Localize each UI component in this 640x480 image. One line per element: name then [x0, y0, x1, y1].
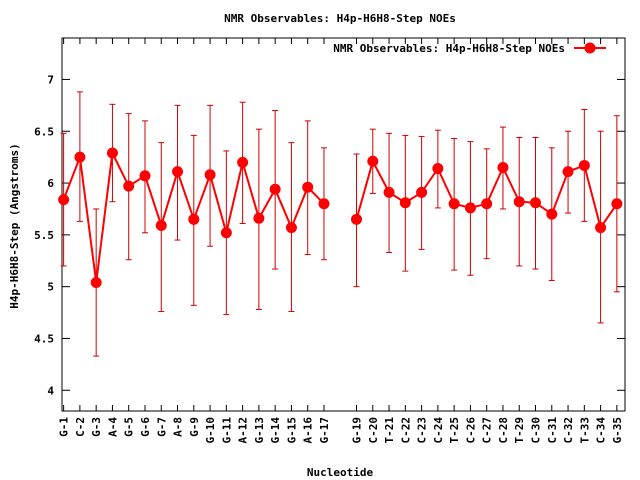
x-tick-label: A-12: [237, 417, 250, 444]
data-point: [285, 222, 297, 234]
x-tick-label: G-6: [139, 417, 152, 437]
data-point: [269, 183, 281, 195]
x-tick-label: C-27: [481, 417, 494, 444]
data-point: [546, 208, 558, 220]
y-tick-label: 5.5: [34, 229, 54, 242]
data-point: [432, 163, 444, 175]
y-tick-label: 7: [47, 73, 54, 86]
legend-marker: [584, 42, 596, 54]
data-point: [237, 156, 249, 168]
x-tick-label: G-13: [253, 417, 266, 444]
x-tick-label: G-19: [351, 417, 364, 444]
y-tick-label: 6: [47, 177, 54, 190]
x-tick-label: C-32: [562, 417, 575, 444]
data-point: [481, 198, 493, 210]
y-axis: 4 4.5 5 5.5 6 6.5 7: [34, 73, 625, 397]
legend-label: NMR Observables: H4p-H6H8-Step NOEs: [333, 42, 565, 55]
x-tick-label: G-9: [188, 417, 201, 437]
data-point: [351, 213, 363, 225]
data-point: [106, 147, 118, 159]
data-point: [253, 212, 265, 224]
x-tick-label: C-22: [399, 417, 412, 444]
plot-area-frame: [61, 37, 626, 412]
x-tick-label: A-8: [172, 417, 185, 437]
x-tick-label: T-33: [578, 417, 591, 444]
x-tick-label: G-10: [204, 417, 217, 444]
data-point: [464, 202, 476, 214]
x-tick-label: G-5: [123, 417, 136, 437]
y-tick-label: 6.5: [34, 125, 54, 138]
data-point: [578, 159, 590, 171]
data-point: [204, 169, 216, 181]
x-tick-label: G-3: [90, 417, 103, 437]
x-tick-label: A-16: [302, 417, 315, 444]
data-point: [497, 162, 509, 174]
data-point: [188, 213, 200, 225]
x-tick-label: G-7: [155, 417, 168, 437]
data-point: [155, 220, 167, 232]
data-point: [367, 155, 379, 167]
data-point: [562, 166, 574, 178]
chart-title: NMR Observables: H4p-H6H8-Step NOEs: [224, 12, 456, 25]
data-point: [139, 170, 151, 182]
y-tick-label: 5: [47, 281, 54, 294]
x-tick-label: C-34: [595, 417, 608, 444]
x-tick-label: G-35: [611, 417, 624, 444]
x-tick-label: C-26: [464, 417, 477, 444]
data-point: [123, 180, 135, 192]
data-point: [448, 198, 460, 210]
x-tick-label: G-17: [318, 417, 331, 444]
x-tick-label: G-14: [269, 417, 282, 444]
x-tick-label: C-31: [546, 417, 559, 444]
data-point: [611, 198, 623, 210]
x-tick-label: A-4: [106, 417, 119, 437]
x-tick-label: G-15: [285, 417, 298, 444]
legend: NMR Observables: H4p-H6H8-Step NOEs: [333, 42, 606, 55]
x-tick-label: C-20: [367, 417, 380, 444]
y-tick-label: 4: [47, 384, 54, 397]
data-point: [399, 197, 411, 209]
data-point: [530, 197, 542, 209]
data-point: [90, 277, 102, 289]
x-tick-label: C-28: [497, 417, 510, 444]
x-axis: G-1 C-2 G-3 A-4 G-5 G-6 G-7 A-8 G-9 G-10 G-11 A-12 G…: [58, 38, 624, 444]
x-tick-label: C-24: [432, 417, 445, 444]
data-point: [513, 196, 525, 208]
x-tick-label: C-30: [530, 417, 543, 444]
x-tick-label: T-21: [383, 417, 396, 444]
data-point: [302, 181, 314, 193]
x-tick-label: C-2: [74, 417, 87, 437]
x-tick-label: G-1: [58, 417, 71, 437]
data-point: [220, 227, 232, 239]
x-axis-label: Nucleotide: [307, 466, 374, 479]
data-point: [58, 194, 70, 206]
data-point: [318, 198, 330, 210]
error-bars: [60, 91, 620, 357]
data-point: [74, 151, 86, 163]
data-point: [416, 186, 428, 198]
data-point: [172, 166, 184, 178]
y-tick-label: 4.5: [34, 332, 54, 345]
x-tick-label: T-25: [448, 417, 461, 444]
x-tick-label: T-29: [513, 417, 526, 444]
y-axis-label: H4p-H6H8-Step (Angstroms): [8, 143, 21, 309]
series-group: [58, 147, 623, 289]
x-tick-label: G-11: [220, 417, 233, 444]
data-point: [595, 222, 607, 234]
x-tick-label: C-23: [416, 417, 429, 444]
data-point: [383, 186, 395, 198]
